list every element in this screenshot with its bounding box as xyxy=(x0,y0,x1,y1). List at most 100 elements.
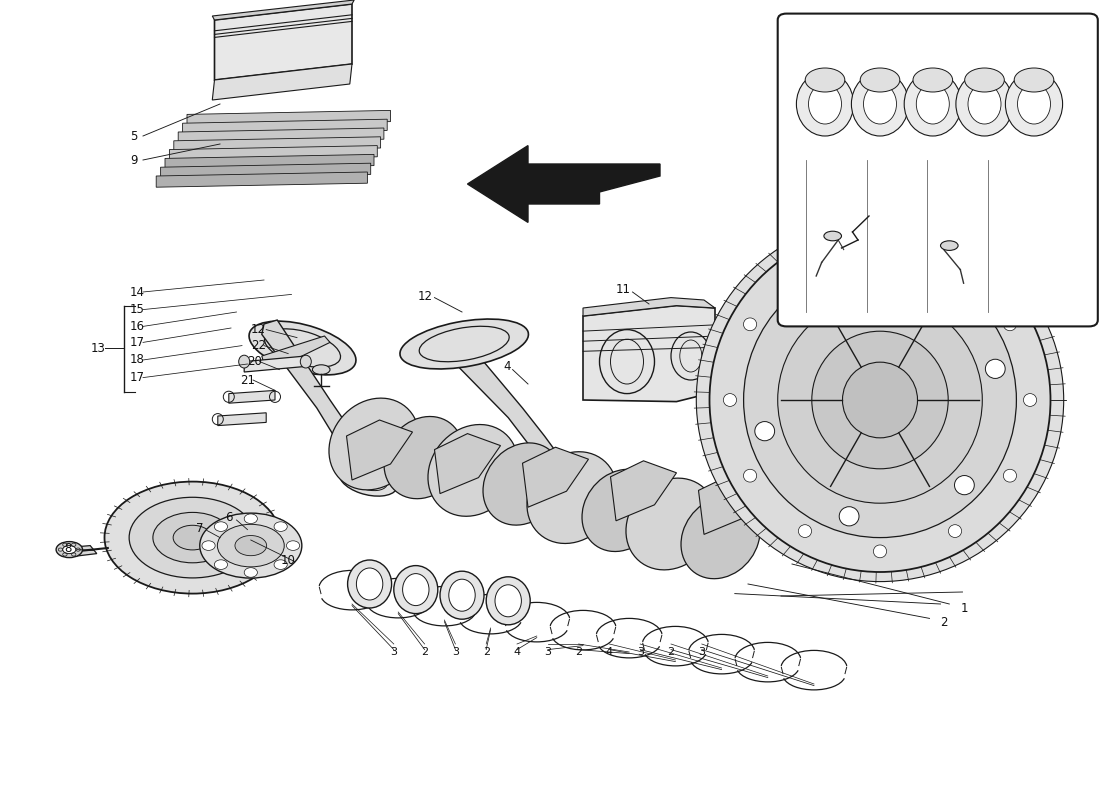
Text: 2: 2 xyxy=(483,647,490,657)
Text: 12: 12 xyxy=(418,290,433,302)
Polygon shape xyxy=(72,546,97,556)
Polygon shape xyxy=(583,298,715,316)
Ellipse shape xyxy=(808,84,842,124)
Ellipse shape xyxy=(582,470,661,551)
Ellipse shape xyxy=(348,560,392,608)
Text: 16: 16 xyxy=(130,320,145,333)
Ellipse shape xyxy=(901,274,921,294)
Ellipse shape xyxy=(495,585,521,617)
Polygon shape xyxy=(262,320,374,480)
Polygon shape xyxy=(434,434,500,494)
Ellipse shape xyxy=(400,319,528,369)
Ellipse shape xyxy=(104,482,280,594)
Ellipse shape xyxy=(873,545,887,558)
Ellipse shape xyxy=(356,568,383,600)
Text: 13: 13 xyxy=(90,342,106,354)
Ellipse shape xyxy=(428,425,518,516)
Polygon shape xyxy=(165,154,374,170)
Polygon shape xyxy=(610,461,676,521)
Ellipse shape xyxy=(340,464,397,496)
Polygon shape xyxy=(244,356,306,372)
Polygon shape xyxy=(212,0,354,20)
Ellipse shape xyxy=(955,475,975,494)
Polygon shape xyxy=(161,163,371,178)
Ellipse shape xyxy=(916,84,949,124)
Ellipse shape xyxy=(63,546,76,554)
Polygon shape xyxy=(183,119,387,134)
Ellipse shape xyxy=(173,526,212,550)
Ellipse shape xyxy=(486,577,530,625)
Ellipse shape xyxy=(300,355,311,368)
Ellipse shape xyxy=(244,514,257,523)
Polygon shape xyxy=(262,336,330,366)
Text: 12: 12 xyxy=(251,323,266,336)
Ellipse shape xyxy=(968,84,1001,124)
Text: 2: 2 xyxy=(575,647,582,657)
Polygon shape xyxy=(522,447,588,507)
Ellipse shape xyxy=(312,365,330,374)
Ellipse shape xyxy=(948,525,961,538)
Polygon shape xyxy=(212,64,352,100)
Text: 14: 14 xyxy=(130,286,145,298)
Ellipse shape xyxy=(744,262,1016,538)
Ellipse shape xyxy=(785,306,805,325)
Text: 2: 2 xyxy=(421,647,428,657)
Text: 10: 10 xyxy=(280,554,296,566)
Text: 22: 22 xyxy=(251,339,266,352)
Ellipse shape xyxy=(710,228,1050,572)
Ellipse shape xyxy=(873,242,887,255)
Text: 9: 9 xyxy=(130,154,138,166)
Ellipse shape xyxy=(536,462,595,492)
Text: 4: 4 xyxy=(514,647,520,657)
Ellipse shape xyxy=(744,318,757,330)
Ellipse shape xyxy=(913,68,953,92)
Ellipse shape xyxy=(202,541,216,550)
Polygon shape xyxy=(468,146,528,222)
Ellipse shape xyxy=(860,68,900,92)
Text: 3: 3 xyxy=(544,647,551,657)
Ellipse shape xyxy=(274,560,287,570)
Ellipse shape xyxy=(940,241,958,250)
Text: 20: 20 xyxy=(248,355,263,368)
Polygon shape xyxy=(229,390,275,403)
Ellipse shape xyxy=(403,574,429,606)
Polygon shape xyxy=(214,4,352,80)
Text: 6: 6 xyxy=(226,511,233,524)
Ellipse shape xyxy=(744,470,757,482)
Text: 2: 2 xyxy=(940,616,948,629)
Text: 7: 7 xyxy=(196,522,204,534)
Ellipse shape xyxy=(805,68,845,92)
Ellipse shape xyxy=(214,560,228,570)
Text: 3: 3 xyxy=(637,647,644,657)
Ellipse shape xyxy=(235,535,266,556)
Text: 21: 21 xyxy=(240,374,255,386)
Ellipse shape xyxy=(329,398,419,490)
Ellipse shape xyxy=(274,522,287,531)
Text: 2: 2 xyxy=(668,647,674,657)
Polygon shape xyxy=(169,146,377,161)
Ellipse shape xyxy=(244,568,257,578)
Ellipse shape xyxy=(214,522,228,531)
Text: 15: 15 xyxy=(130,303,145,316)
Ellipse shape xyxy=(796,72,854,136)
Ellipse shape xyxy=(384,417,463,498)
Text: 3: 3 xyxy=(452,647,459,657)
Polygon shape xyxy=(528,164,660,204)
Ellipse shape xyxy=(56,542,82,558)
Ellipse shape xyxy=(948,262,961,275)
Ellipse shape xyxy=(483,443,562,525)
Text: 24: 24 xyxy=(823,269,837,278)
Ellipse shape xyxy=(218,524,284,567)
Ellipse shape xyxy=(1003,470,1016,482)
Ellipse shape xyxy=(755,422,774,441)
Ellipse shape xyxy=(799,525,812,538)
Text: 4: 4 xyxy=(606,647,613,657)
Polygon shape xyxy=(178,128,384,143)
Ellipse shape xyxy=(1003,318,1016,330)
Ellipse shape xyxy=(440,571,484,619)
Ellipse shape xyxy=(1005,72,1063,136)
Text: 18: 18 xyxy=(130,354,145,366)
Text: 8: 8 xyxy=(64,542,72,554)
Text: 3: 3 xyxy=(698,647,705,657)
Text: 23: 23 xyxy=(836,205,850,214)
